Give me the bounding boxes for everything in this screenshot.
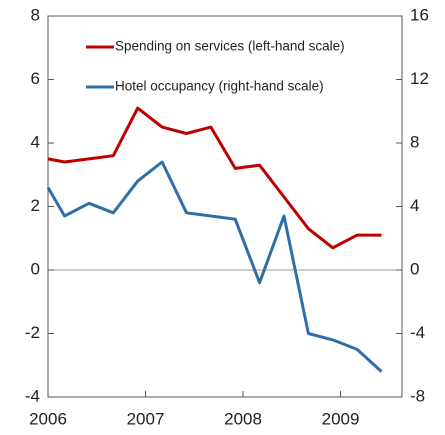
series-line: [46, 160, 383, 373]
y2-tick-label: 16: [410, 5, 429, 24]
y-tick-label: 0: [31, 259, 40, 278]
x-tick-label: 2009: [322, 409, 360, 428]
y2-tick-label: 0: [410, 259, 419, 278]
y-tick-label: -2: [25, 323, 40, 342]
legend-label: Hotel occupancy (right-hand scale): [115, 79, 324, 94]
y2-tick-label: 8: [410, 132, 419, 151]
legend-label: Spending on services (left-hand scale): [115, 39, 345, 54]
y-tick-label: 4: [31, 132, 40, 151]
y-tick-label: 2: [31, 196, 40, 215]
x-tick-label: 2007: [127, 409, 165, 428]
x-tick-label: 2008: [224, 409, 262, 428]
y2-tick-label: -4: [410, 323, 425, 342]
plot-frame: [47, 15, 403, 398]
y-tick-label: 6: [31, 69, 40, 88]
y2-tick-label: -8: [410, 386, 425, 405]
y2-tick-label: 4: [410, 196, 419, 215]
y2-tick-label: 12: [410, 69, 429, 88]
series-line: [47, 106, 382, 250]
x-tick-label: 2006: [29, 409, 67, 428]
y-tick-label: 8: [31, 5, 40, 24]
y-tick-label: -4: [25, 386, 40, 405]
